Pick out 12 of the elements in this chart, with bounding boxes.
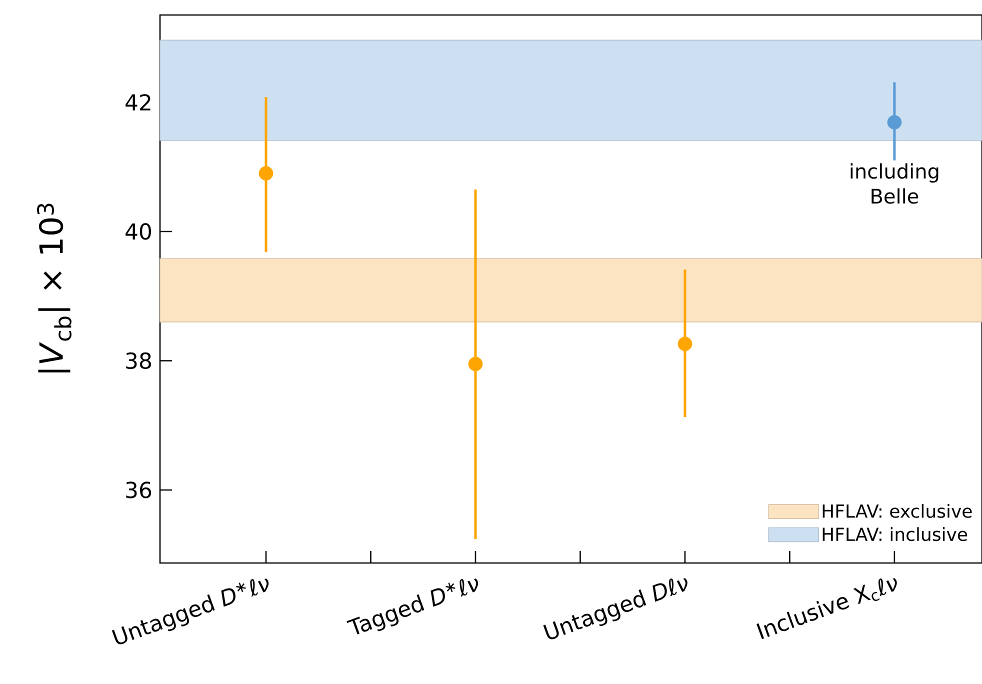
point [887,115,902,130]
point [468,356,483,372]
y-tick-label: 40 [126,223,151,240]
annotation: including Belle [850,163,938,204]
y-axis-title: |V$_{cb}$| × 10$^{3}$ [37,204,72,372]
point [678,336,692,352]
legend-label: HFLAV: exclusive [822,504,972,518]
y-tick-label: 42 [126,94,150,110]
point [258,166,274,181]
y-tick-label: 38 [126,352,151,370]
legend-label: HFLAV: inclusive [822,527,968,542]
y-tick-label: 36 [126,482,152,498]
